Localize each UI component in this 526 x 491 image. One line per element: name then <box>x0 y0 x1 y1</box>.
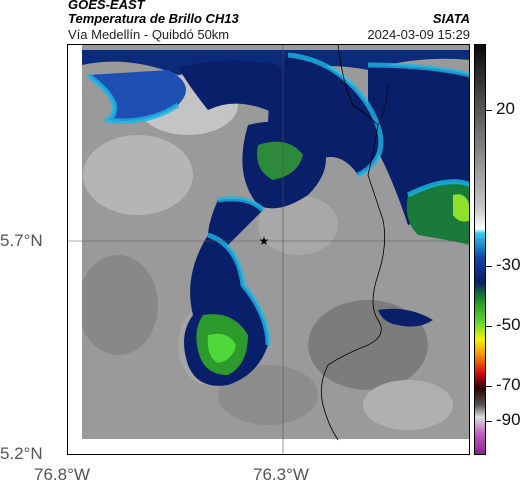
title-product: Temperatura de Brillo CH13 <box>68 11 239 26</box>
xtick-76.8W: 76.8°W <box>34 465 90 484</box>
map-image: ★ <box>68 45 469 454</box>
xtick-76.3W: 76.3°W <box>253 465 309 484</box>
ytick-5.2N: 5.2°N <box>0 444 43 463</box>
cbar-tick-20: 20 <box>496 99 515 118</box>
cbar-tick-minus30: -30 <box>496 255 521 274</box>
brand-label: SIATA <box>432 11 470 26</box>
department-border <box>320 45 386 441</box>
colorbar <box>474 44 486 455</box>
cbar-tick-minus50: -50 <box>496 315 521 334</box>
title-satellite: GOES-EAST <box>68 0 145 12</box>
cbar-tick-minus70: -70 <box>496 375 521 394</box>
cloud-edges-cyan <box>86 52 469 346</box>
subtitle-region: Vía Medellín - Quibdó 50km <box>68 27 230 42</box>
location-star-marker: ★ <box>259 234 270 248</box>
timestamp: 2024-03-09 15:29 <box>367 27 470 42</box>
cbar-tick-minus90: -90 <box>496 410 521 429</box>
ytick-5.7N: 5.7°N <box>0 231 43 250</box>
satellite-map: ★ <box>67 44 470 455</box>
cold-cloud-tops <box>82 50 469 386</box>
